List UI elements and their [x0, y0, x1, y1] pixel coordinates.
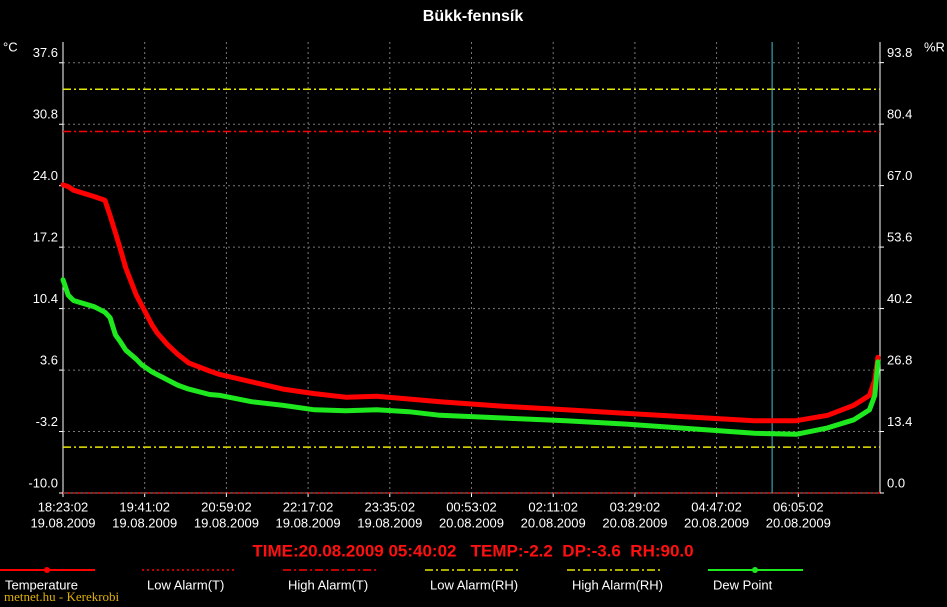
- legend-label: Low Alarm(T): [147, 577, 224, 592]
- x-tick-label: 18:23:02: [38, 499, 89, 514]
- x-tick-date: 20.08.2009: [602, 515, 667, 530]
- x-tick-label: 03:29:02: [610, 499, 661, 514]
- x-tick-date: 20.08.2009: [766, 515, 831, 530]
- series-line: [60, 277, 881, 437]
- y2-tick-label: 40.2: [887, 291, 912, 306]
- chart-title: Bükk-fennsík: [423, 8, 524, 25]
- x-tick-date: 19.08.2009: [194, 515, 259, 530]
- y2-tick-label: 93.8: [887, 45, 912, 60]
- x-tick-date: 19.08.2009: [276, 515, 341, 530]
- y2-tick-label: 26.8: [887, 352, 912, 367]
- y2-tick-label: 13.4: [887, 414, 912, 429]
- y-tick-label: -3.2: [36, 414, 58, 429]
- x-tick-label: 23:35:02: [364, 499, 415, 514]
- legend-label: Low Alarm(RH): [430, 577, 518, 592]
- y-tick-label: 30.8: [33, 107, 58, 122]
- x-tick-date: 19.08.2009: [357, 515, 422, 530]
- y-tick-label: 17.2: [33, 230, 58, 245]
- y-tick-label: 10.4: [33, 291, 58, 306]
- x-tick-date: 20.08.2009: [684, 515, 749, 530]
- legend-label: High Alarm(T): [288, 577, 368, 592]
- legend-marker: [752, 567, 758, 573]
- x-tick-label: 06:05:02: [773, 499, 824, 514]
- y2-tick-label: 80.4: [887, 107, 912, 122]
- x-tick-date: 20.08.2009: [521, 515, 586, 530]
- y-tick-label: -10.0: [28, 475, 58, 490]
- x-tick-label: 20:59:02: [201, 499, 252, 514]
- x-tick-date: 19.08.2009: [112, 515, 177, 530]
- legend-label: Dew Point: [713, 577, 773, 592]
- x-tick-label: 02:11:02: [528, 499, 578, 514]
- y2-tick-label: 53.6: [887, 230, 912, 245]
- y-tick-label: 3.6: [40, 353, 58, 368]
- x-tick-label: 22:17:02: [283, 499, 334, 514]
- y2-tick-label: 0.0: [887, 475, 905, 490]
- x-tick-label: 04:47:02: [691, 499, 742, 514]
- x-tick-date: 19.08.2009: [30, 515, 95, 530]
- y-tick-label: 24.0: [33, 168, 58, 183]
- status-readout: TIME:20.08.2009 05:40:02 TEMP:-2.2 DP:-3…: [252, 541, 693, 560]
- y2-tick-label: 67.0: [887, 168, 912, 183]
- legend-label: Temperature: [5, 577, 78, 592]
- y2-unit-label: %R: [924, 39, 945, 54]
- series-line: [60, 182, 881, 424]
- x-tick-date: 20.08.2009: [439, 515, 504, 530]
- x-tick-label: 00:53:02: [446, 499, 497, 514]
- legend-label: High Alarm(RH): [572, 577, 663, 592]
- y-tick-label: 37.6: [33, 45, 58, 60]
- y-unit-label: °C: [3, 39, 18, 54]
- legend-marker: [44, 567, 50, 573]
- x-tick-label: 19:41:02: [119, 499, 170, 514]
- watermark: metnet.hu - Kerekrobi: [4, 589, 120, 604]
